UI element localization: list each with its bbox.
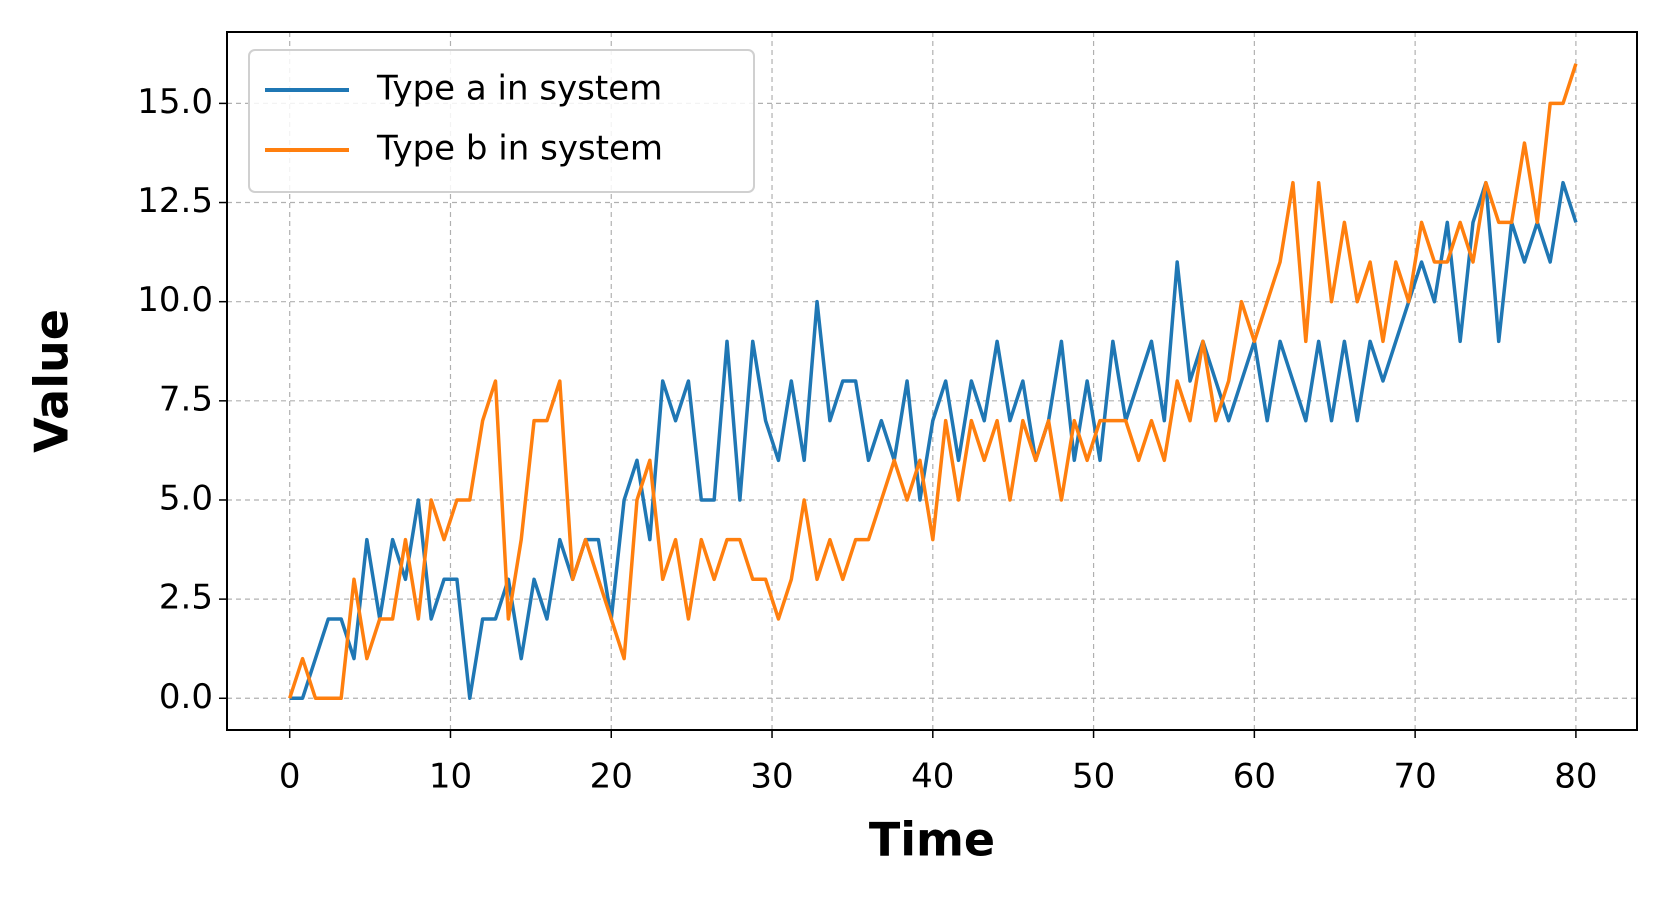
x-tick-label: 30: [750, 757, 793, 797]
plot-frame: [226, 31, 1638, 731]
x-tick-label: 70: [1393, 757, 1436, 797]
y-tick-label: 2.5: [159, 578, 213, 618]
x-tick-label: 60: [1233, 757, 1276, 797]
x-tick-label: 10: [429, 757, 472, 797]
x-tick-label: 80: [1554, 757, 1597, 797]
y-tick-label: 15.0: [137, 82, 213, 122]
y-tick-label: 0.0: [159, 677, 213, 717]
series-line: [288, 63, 1578, 701]
x-tick-label: 40: [911, 757, 954, 797]
x-tick-label: 0: [279, 757, 301, 797]
x-axis-label: Time: [869, 813, 995, 867]
y-tick-label: 5.0: [159, 478, 213, 518]
y-tick-label: 10.0: [137, 280, 213, 320]
y-tick-label: 12.5: [137, 181, 213, 221]
legend-box: [248, 49, 755, 193]
legend-label: Type b in system: [376, 129, 663, 169]
legend-label: Type a in system: [376, 69, 662, 109]
x-tick-label: 50: [1072, 757, 1115, 797]
legend: Type a in system Type b in system: [248, 49, 755, 193]
y-tick-label: 7.5: [159, 379, 213, 419]
x-tick-label: 20: [590, 757, 633, 797]
y-axis-label: Value: [25, 309, 79, 453]
series-line: [289, 180, 1578, 701]
